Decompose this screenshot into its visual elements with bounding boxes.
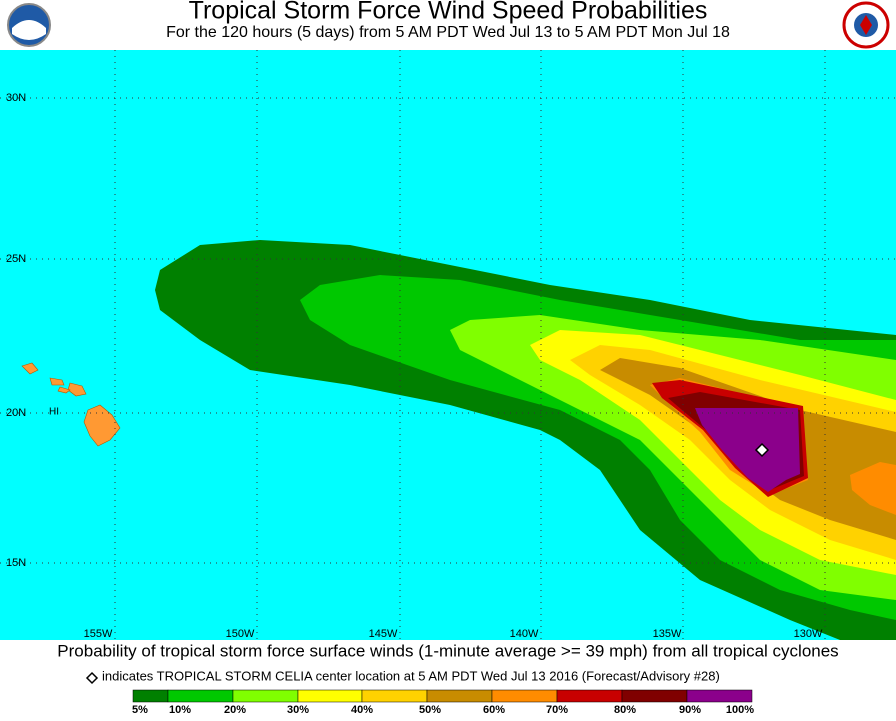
legend-label: 30% [287,704,309,716]
lat-label: 20N [6,407,26,419]
legend-label: 20% [224,704,246,716]
legend-label: 10% [169,704,191,716]
grid [0,50,896,640]
legend-swatch [361,689,428,703]
legend-swatch [132,689,169,703]
legend-swatch [426,689,493,703]
legend-swatch [621,689,688,703]
lat-label: 15N [6,557,26,569]
legend-label: 70% [546,704,568,716]
islands [21,362,121,447]
legend-swatch [167,689,234,703]
subtitle: For the 120 hours (5 days) from 5 AM PDT… [166,24,730,41]
legend-swatch [297,689,363,703]
storm-marker [754,442,770,458]
nws-logo [842,1,890,49]
legend-swatch [232,689,299,703]
legend-label: 50% [419,704,441,716]
storm-note: indicates TROPICAL STORM CELIA center lo… [102,668,720,683]
lon-label: 130W [794,628,823,640]
legend-label: 60% [483,704,505,716]
lon-label: 140W [510,628,539,640]
lon-label: 145W [369,628,398,640]
title: Tropical Storm Force Wind Speed Probabil… [189,0,708,25]
legend-label: 40% [351,704,373,716]
noaa-logo [7,3,51,47]
contours [155,240,896,640]
lon-label: 155W [84,628,113,640]
legend-label: 90% [679,704,701,716]
legend-swatch [686,689,753,703]
legend-swatch [491,689,558,703]
legend-swatch [556,689,623,703]
note-marker [85,671,99,685]
legend-label: 100% [726,704,754,716]
lon-label: 135W [653,628,682,640]
legend-label: 5% [132,704,148,716]
axis-labels: 30N 25N 20N 15N 155W 150W 145W 140W 135W 130W [6,92,823,640]
lon-label: 150W [226,628,255,640]
place-label: HI [49,407,59,418]
lat-label: 30N [6,92,26,104]
legend-label: 80% [614,704,636,716]
legend: 5% 10% 20% 30% 40% 50% 60% 70% 80% 90% 100% [132,689,754,716]
lat-label: 25N [6,253,26,265]
caption: Probability of tropical storm force surf… [57,641,838,660]
